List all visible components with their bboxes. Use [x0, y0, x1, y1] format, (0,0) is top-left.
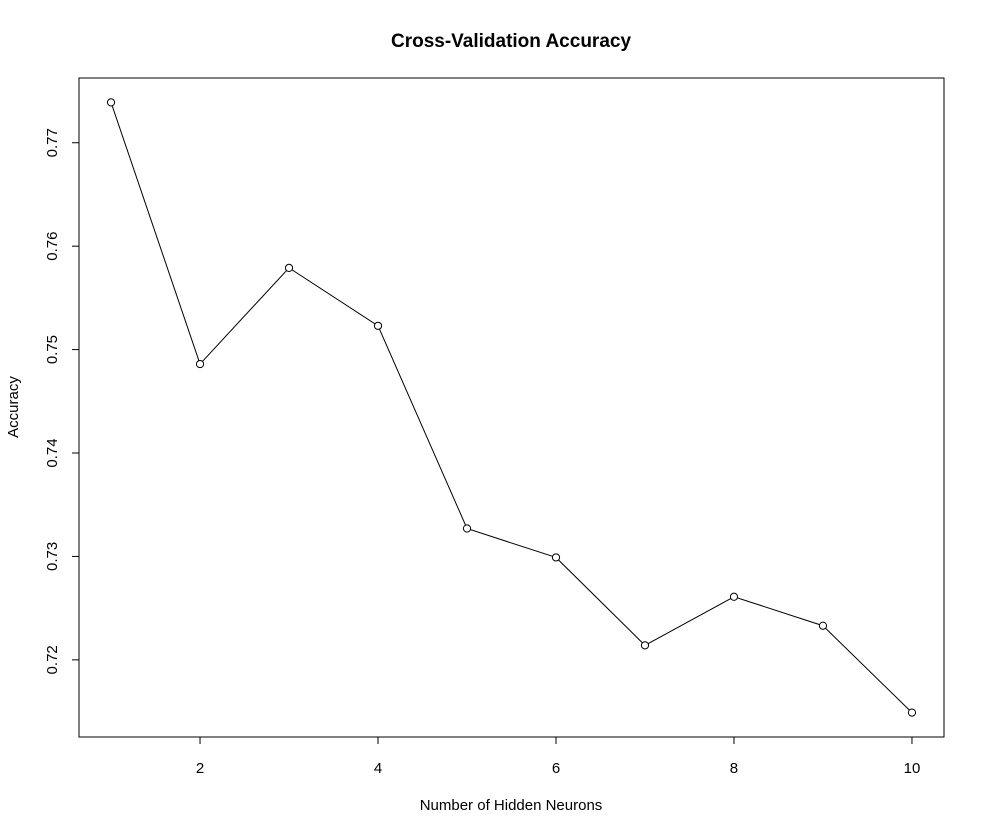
- x-tick-label: 4: [374, 760, 382, 777]
- y-tick-label: 0.74: [44, 438, 61, 467]
- series-line: [110, 102, 913, 713]
- x-tick-label: 10: [904, 760, 921, 777]
- data-point: [640, 641, 650, 650]
- x-axis-label: Number of Hidden Neurons: [420, 797, 603, 814]
- chart-title: Cross-Validation Accuracy: [391, 31, 631, 52]
- data-point: [195, 359, 205, 369]
- y-tick-label: 0.73: [44, 542, 61, 571]
- x-axis: 2 4 6 8 10: [196, 737, 920, 777]
- data-point: [907, 708, 917, 717]
- data-point: [373, 321, 383, 330]
- data-point: [106, 98, 116, 107]
- data-point: [729, 592, 739, 601]
- data-point: [462, 524, 472, 533]
- series-points: [106, 98, 917, 717]
- data-point: [818, 621, 828, 630]
- x-tick-label: 8: [730, 760, 738, 777]
- x-tick-label: 6: [552, 760, 560, 777]
- y-axis-label: Accuracy: [5, 376, 22, 438]
- plot-frame: [78, 77, 945, 738]
- y-tick-label: 0.76: [44, 232, 61, 261]
- data-point: [551, 553, 561, 562]
- y-tick-label: 0.75: [44, 335, 61, 364]
- data-point: [284, 263, 294, 272]
- y-tick-label: 0.72: [44, 645, 61, 674]
- y-axis: 0.72 0.73 0.74 0.75 0.76 0.77: [44, 128, 79, 674]
- y-tick-label: 0.77: [44, 128, 61, 157]
- x-tick-label: 2: [196, 760, 204, 777]
